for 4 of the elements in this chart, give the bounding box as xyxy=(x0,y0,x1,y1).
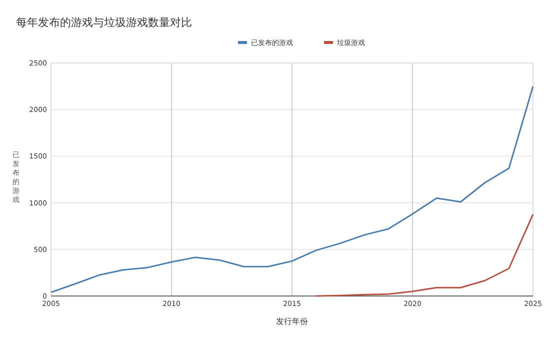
line-series xyxy=(315,214,534,297)
x-axis-title: 发行年份 xyxy=(276,317,308,326)
chart-title: 每年发布的游戏与垃圾游戏数量对比 xyxy=(16,16,192,29)
line-series xyxy=(50,86,534,294)
